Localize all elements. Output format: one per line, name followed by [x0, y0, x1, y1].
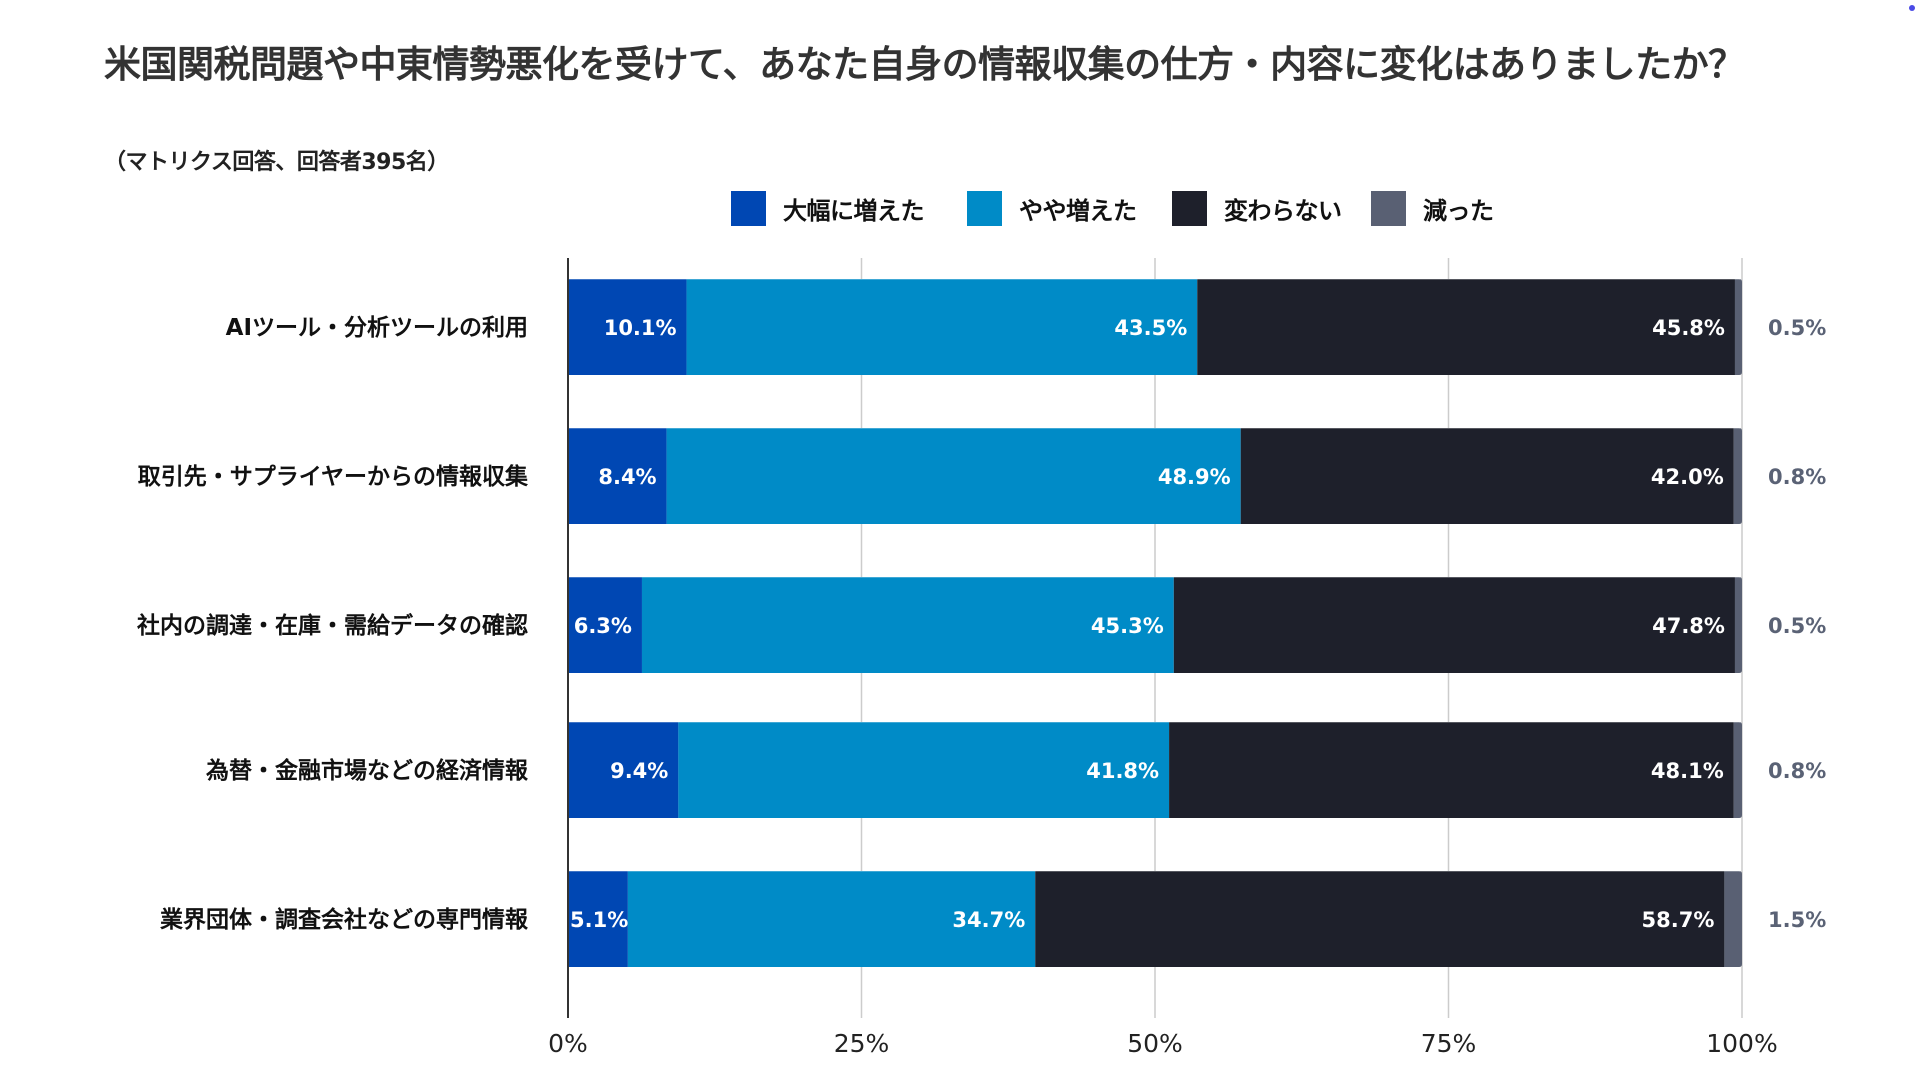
category-label: AIツール・分析ツールの利用	[226, 315, 528, 341]
bar-segment[interactable]	[1733, 428, 1742, 524]
value-label: 34.7%	[952, 908, 1025, 932]
value-label: 48.9%	[1158, 465, 1231, 489]
legend-swatch	[1172, 191, 1207, 226]
value-label: 5.1%	[570, 908, 628, 932]
value-label: 45.8%	[1652, 316, 1725, 340]
bar-segment[interactable]	[666, 428, 1241, 524]
value-label: 47.8%	[1652, 614, 1725, 638]
bar-segment[interactable]	[1734, 577, 1742, 673]
category-label: 業界団体・調査会社などの専門情報	[159, 906, 529, 933]
x-tick-label: 50%	[1127, 1029, 1183, 1058]
legend-item-3[interactable]: 減った	[1371, 191, 1494, 226]
bars	[568, 279, 1742, 967]
bar-segment[interactable]	[568, 871, 628, 967]
value-label: 43.5%	[1114, 316, 1187, 340]
bar-segment[interactable]	[686, 279, 1198, 375]
value-label: 42.0%	[1651, 465, 1724, 489]
x-tick-label: 25%	[834, 1029, 890, 1058]
legend-label: 減った	[1423, 197, 1494, 225]
x-tick-label: 0%	[548, 1029, 588, 1058]
legend-item-2[interactable]: 変わらない	[1172, 191, 1342, 226]
legend: 大幅に増えた やや増えた 変わらない 減った	[0, 191, 1920, 226]
labels: 0% 25% 50% 75% 100% AIツール・分析ツールの利用 10.1% 43.5% 4…	[137, 315, 1826, 1058]
bar-segment[interactable]	[641, 577, 1174, 673]
value-label: 8.4%	[598, 465, 656, 489]
legend-item-0[interactable]: 大幅に増えた	[731, 191, 925, 226]
legend-swatch	[731, 191, 766, 226]
category-label: 取引先・サプライヤーからの情報収集	[138, 463, 529, 490]
value-label: 48.1%	[1651, 759, 1724, 783]
category-label: 為替・金融市場などの経済情報	[206, 757, 529, 784]
bar-segment[interactable]	[568, 577, 642, 673]
bar-segment[interactable]	[568, 722, 679, 818]
bar-segment[interactable]	[1173, 577, 1735, 673]
value-label: 0.8%	[1768, 759, 1826, 783]
value-label: 0.8%	[1768, 465, 1826, 489]
corner-dot-icon	[1909, 5, 1915, 11]
category-label: 社内の調達・在庫・需給データの確認	[137, 612, 528, 639]
legend-label: 大幅に増えた	[783, 197, 925, 225]
bar-segment[interactable]	[568, 279, 687, 375]
value-label: 41.8%	[1086, 759, 1159, 783]
value-label: 58.7%	[1642, 908, 1715, 932]
bar-segment[interactable]	[568, 428, 667, 524]
legend-label: やや増えた	[1019, 197, 1137, 225]
bar-segment[interactable]	[1197, 279, 1735, 375]
value-label: 10.1%	[604, 316, 677, 340]
bar-segment[interactable]	[1724, 871, 1742, 967]
bar-segment[interactable]	[1169, 722, 1734, 818]
chart-title: 米国関税問題や中東情勢悪化を受けて、あなた自身の情報収集の仕方・内容に変化はあり…	[104, 43, 1745, 86]
value-label: 1.5%	[1768, 908, 1826, 932]
value-label: 0.5%	[1768, 614, 1826, 638]
bar-segment[interactable]	[1240, 428, 1734, 524]
legend-item-1[interactable]: やや増えた	[967, 191, 1137, 226]
value-label: 6.3%	[574, 614, 632, 638]
bar-segment[interactable]	[1733, 722, 1742, 818]
x-tick-label: 75%	[1421, 1029, 1477, 1058]
bar-segment[interactable]	[678, 722, 1170, 818]
x-tick-label: 100%	[1706, 1029, 1777, 1058]
bar-segment[interactable]	[1035, 871, 1725, 967]
legend-label: 変わらない	[1224, 197, 1342, 225]
value-label: 9.4%	[610, 759, 668, 783]
value-label: 0.5%	[1768, 316, 1826, 340]
legend-swatch	[1371, 191, 1406, 226]
bar-segment[interactable]	[1734, 279, 1742, 375]
chart-subtitle: （マトリクス回答、回答者395名）	[104, 150, 449, 175]
legend-swatch	[967, 191, 1002, 226]
bar-segment[interactable]	[627, 871, 1036, 967]
value-label: 45.3%	[1091, 614, 1164, 638]
